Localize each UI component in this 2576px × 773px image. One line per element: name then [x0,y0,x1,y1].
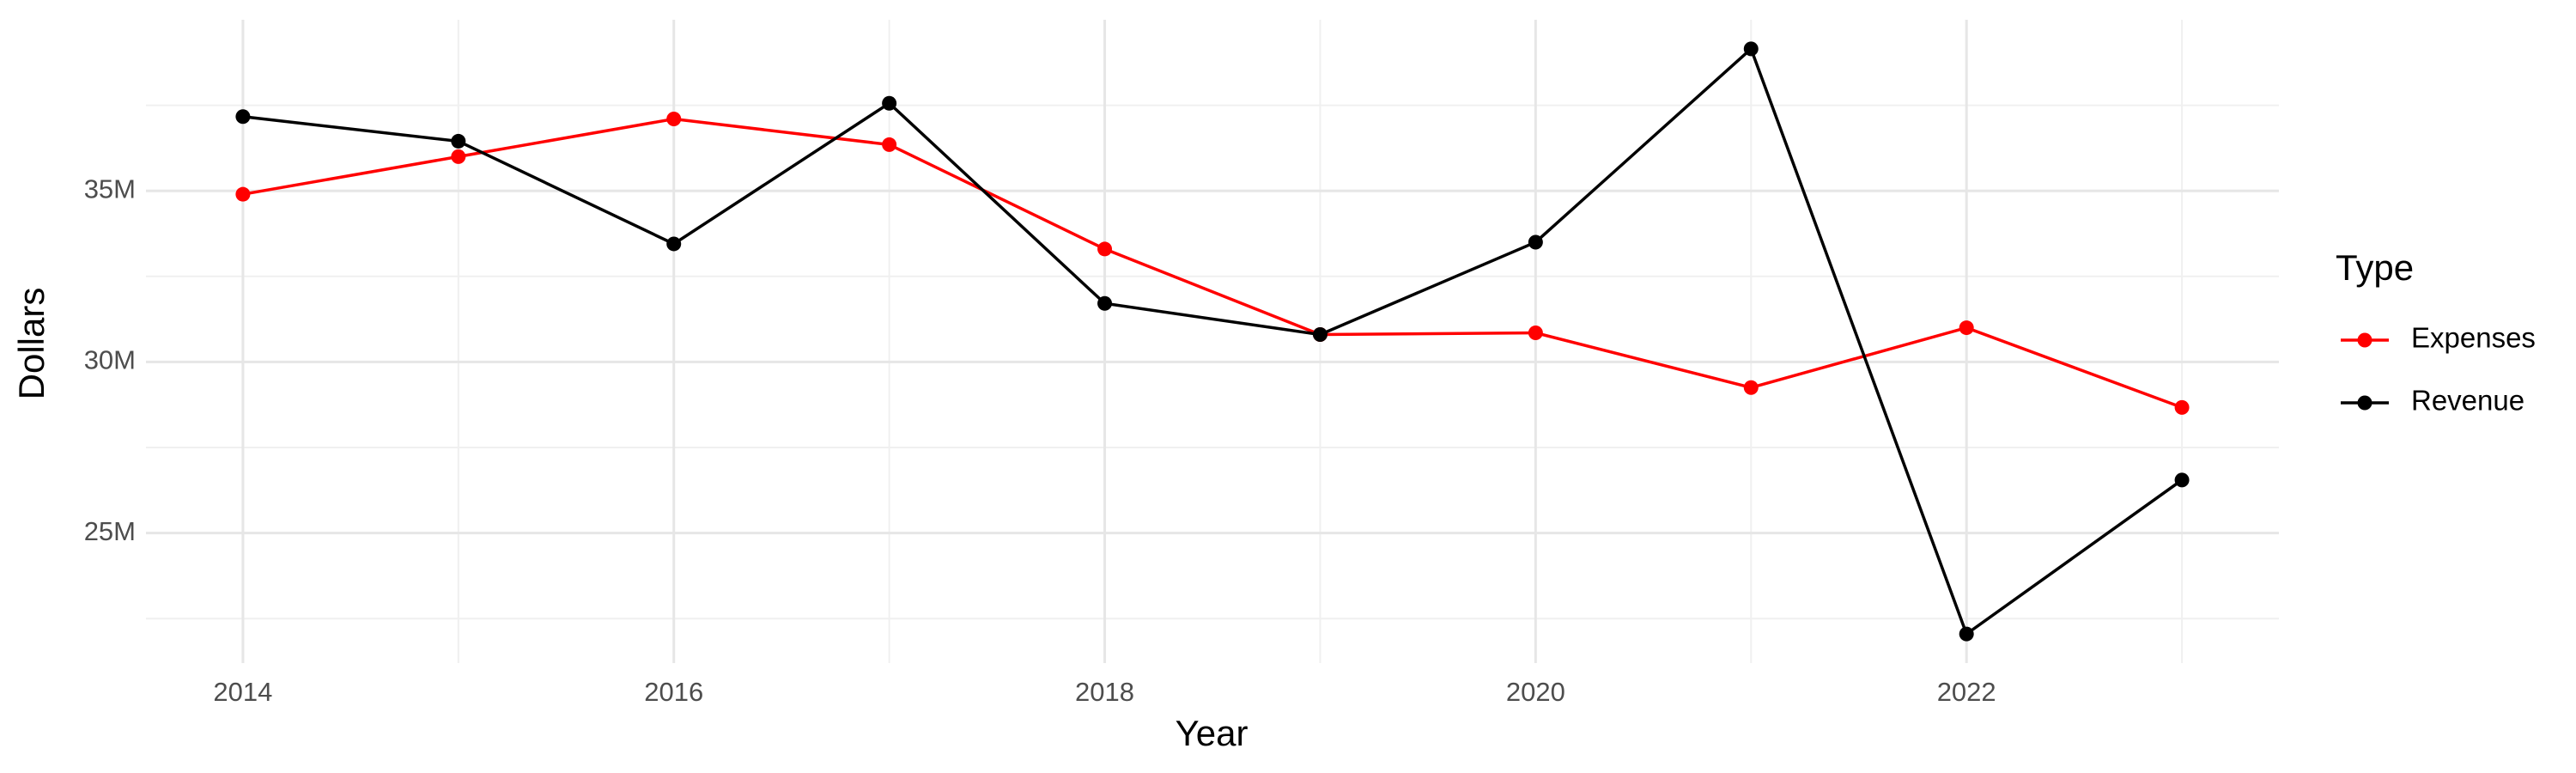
legend-label: Revenue [2411,385,2524,417]
data-point [1743,41,1759,57]
legend-key-point [2357,332,2372,348]
y-axis-title: Dollars [11,288,52,400]
x-tick-label: 2022 [1937,677,1996,707]
x-axis-title: Year [1176,713,1249,753]
series-line [242,46,2184,636]
data-point [451,133,466,149]
data-point [666,112,682,127]
x-tick-label: 2020 [1506,677,1565,707]
x-tick-label: 2014 [213,677,272,707]
data-point [1097,241,1113,257]
data-point [882,137,897,152]
data-point [235,109,251,125]
y-tick-label: 25M [84,516,136,546]
data-point [2174,472,2190,488]
x-tick-label: 2016 [644,677,703,707]
data-point [1743,380,1759,395]
y-tick-label: 30M [84,345,136,375]
data-point [451,149,466,164]
data-point [235,186,251,202]
data-point [1959,626,1974,642]
legend-label: Expenses [2411,322,2536,354]
data-point [1312,327,1327,343]
data-point [2174,399,2190,415]
legend-key-point [2357,395,2372,411]
x-tick-label: 2018 [1075,677,1134,707]
data-point [1959,320,1974,336]
data-point [1528,326,1543,341]
y-tick-label: 35M [84,173,136,204]
series-line [242,117,2183,410]
data-point [666,236,682,252]
data-point [1097,295,1113,311]
data-point [1528,234,1543,250]
data-point [882,95,897,111]
legend-title: Type [2336,247,2414,288]
